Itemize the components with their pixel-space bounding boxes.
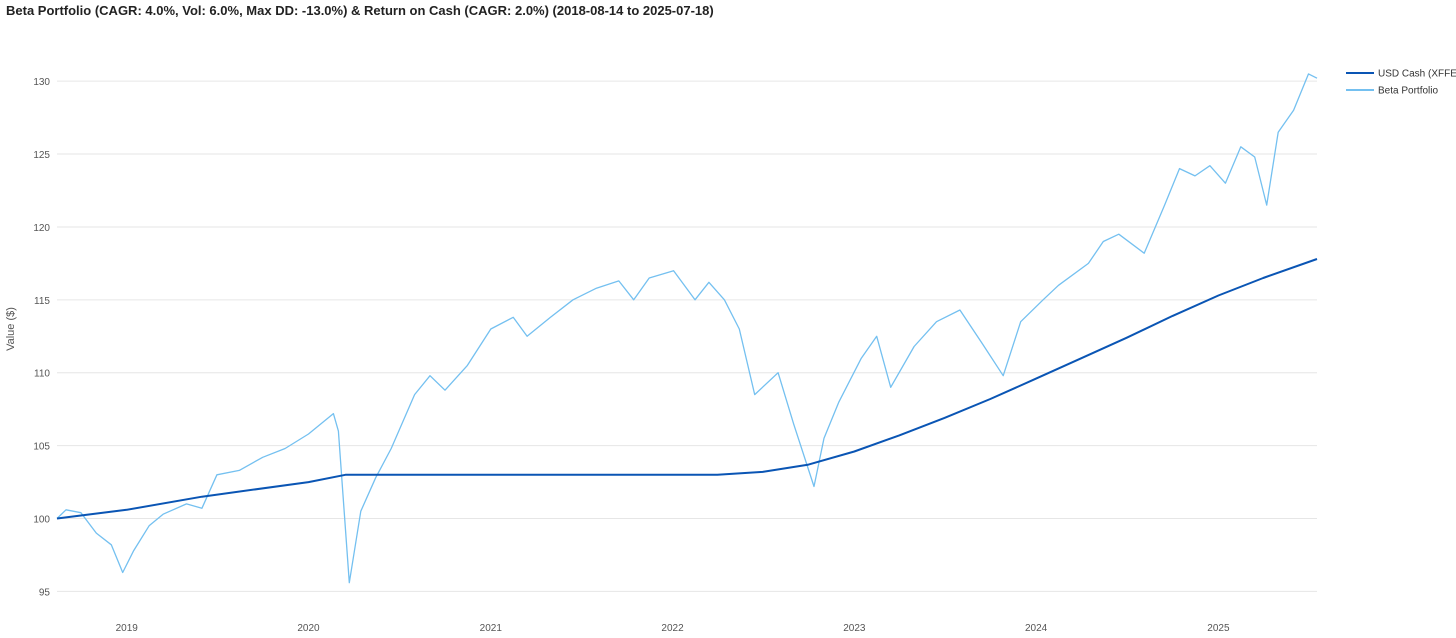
gridlines xyxy=(57,80,1317,592)
series-line-beta-portfolio xyxy=(56,73,1318,584)
x-tick-label: 2019 xyxy=(116,623,139,634)
x-tick-label: 2021 xyxy=(480,623,503,634)
x-tick-label: 2024 xyxy=(1025,623,1048,634)
x-tick-label: 2020 xyxy=(297,623,320,634)
chart-title: Beta Portfolio (CAGR: 4.0%, Vol: 6.0%, M… xyxy=(6,3,714,18)
y-tick-label: 120 xyxy=(33,223,50,234)
y-tick-label: 125 xyxy=(33,150,50,161)
y-axis-ticks: 95 100 105 110 115 120 125 130 xyxy=(33,77,50,598)
y-axis-label: Value ($) xyxy=(5,307,17,351)
legend: USD Cash (XFFE) Beta Portfolio xyxy=(1346,69,1456,97)
series-line-usd-cash-xffe xyxy=(56,258,1318,520)
legend-label: USD Cash (XFFE) xyxy=(1378,69,1456,80)
y-tick-label: 105 xyxy=(33,442,50,453)
y-tick-label: 95 xyxy=(39,587,51,598)
x-tick-label: 2023 xyxy=(843,623,866,634)
y-tick-label: 130 xyxy=(33,77,50,88)
y-tick-label: 100 xyxy=(33,515,50,526)
y-tick-label: 115 xyxy=(34,296,50,307)
x-axis-ticks: 2019 2020 2021 2022 2023 2024 2025 xyxy=(116,623,1230,634)
legend-label: Beta Portfolio xyxy=(1378,86,1438,97)
x-tick-label: 2022 xyxy=(661,623,684,634)
y-tick-label: 110 xyxy=(34,369,50,380)
x-tick-label: 2025 xyxy=(1207,623,1230,634)
series-lines xyxy=(56,73,1318,584)
